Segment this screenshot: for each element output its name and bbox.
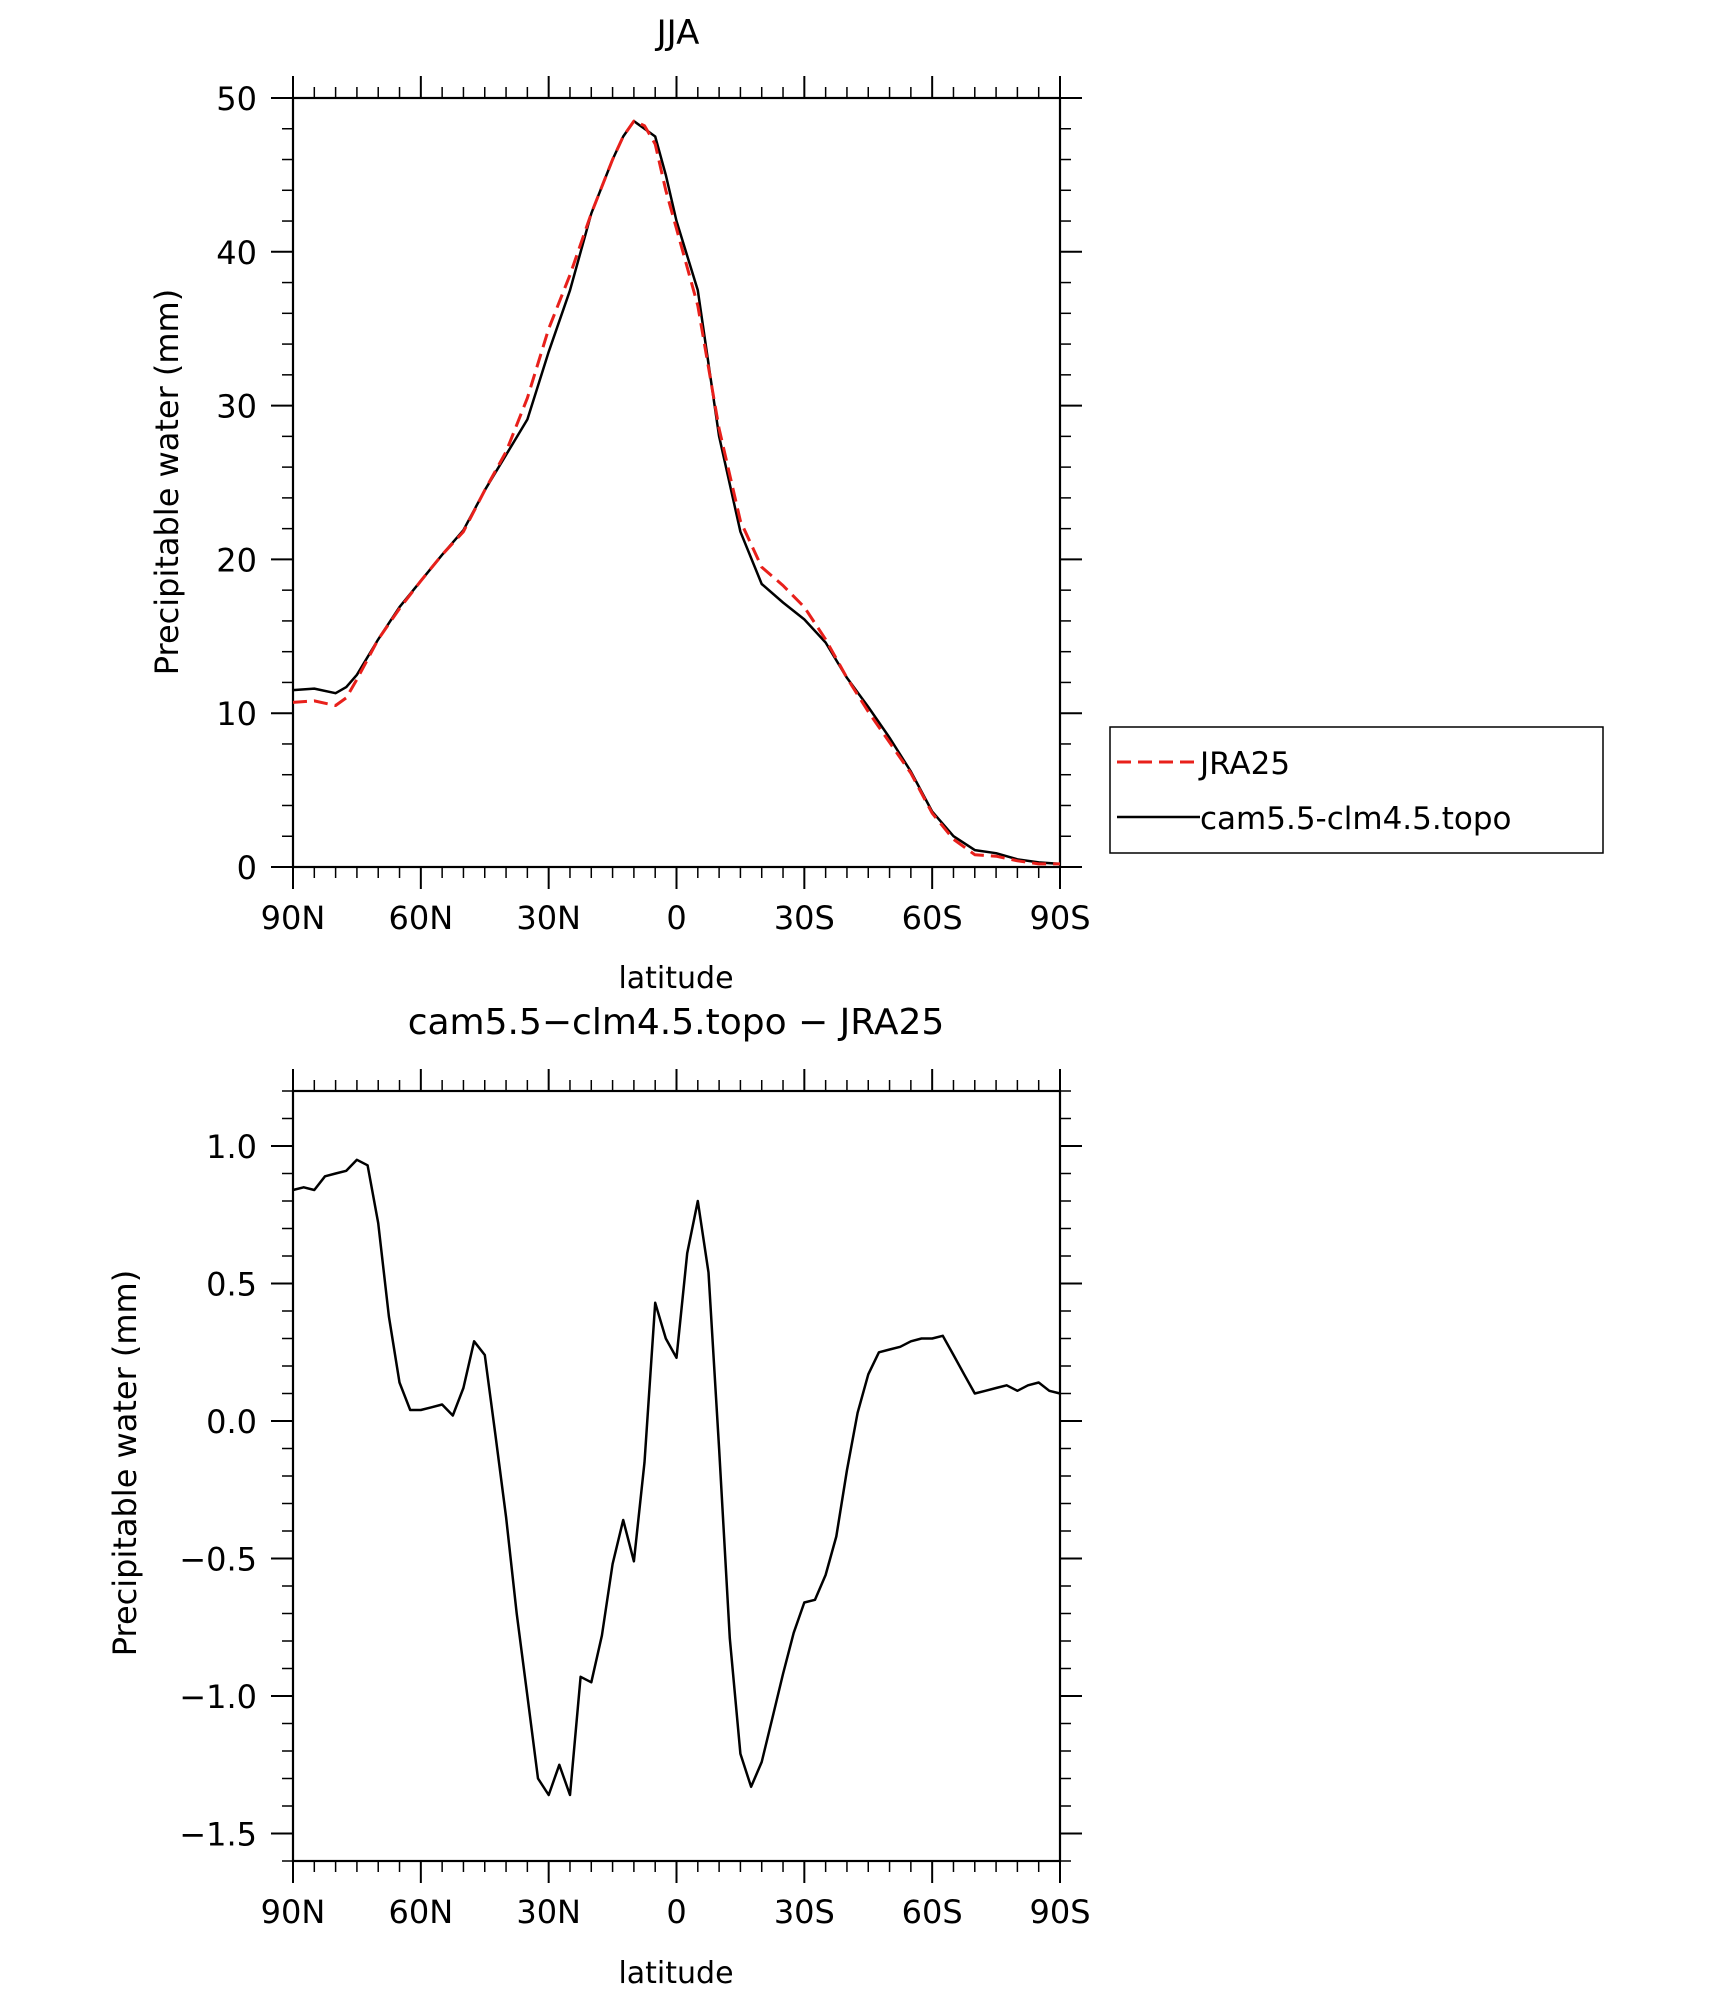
x-tick-label: 60N: [389, 899, 454, 937]
x-tick-label: 0: [666, 899, 686, 937]
y-tick-label: 20: [216, 541, 257, 579]
x-tick-label: 60S: [902, 1893, 963, 1931]
legend-box: [1109, 726, 1604, 854]
bottom-x-axis-label: latitude: [618, 1956, 733, 1991]
x-tick-label: 30S: [774, 899, 835, 937]
legend-label-cam: cam5.5-clm4.5.topo: [1200, 801, 1512, 837]
y-tick-label: 0.0: [206, 1403, 257, 1441]
y-tick-label: 50: [216, 80, 257, 118]
x-tick-label: 60S: [902, 899, 963, 937]
series-line-cam5-5-clm4-5-topo: [292, 119, 1061, 866]
y-tick-label: 0.5: [206, 1266, 257, 1304]
legend-label-jra25: JRA25: [1198, 746, 1290, 782]
y-tick-label: −0.5: [179, 1541, 257, 1579]
y-tick-label: 0: [237, 849, 257, 887]
x-tick-label: 30S: [774, 1893, 835, 1931]
difference-series-line: [292, 1158, 1061, 1797]
top-x-axis-label: latitude: [618, 961, 733, 996]
x-tick-label: 0: [666, 1893, 686, 1931]
bottom-panel-difference: cam5.5−clm4.5.topo − JRA25 90N 60N 30N 0 30S…: [106, 1002, 1091, 1991]
x-tick-label: 90N: [261, 1893, 326, 1931]
x-tick-label: 30N: [516, 899, 581, 937]
bottom-y-axis-label: Precipitable water (mm): [106, 1270, 144, 1656]
x-tick-label: 60N: [389, 1893, 454, 1931]
y-tick-label: 40: [216, 234, 257, 272]
bottom-plot-frame: [291, 1089, 1062, 1863]
series-line-jra25: [292, 119, 1060, 866]
top-y-axis-label: Precipitable water (mm): [148, 289, 186, 675]
top-panel-jja: JJA 90N 60N 30N 0 30S 60S 90S 0 10 20 30 40 50 latit…: [148, 13, 1604, 996]
y-tick-label: 10: [216, 695, 257, 733]
x-tick-label: 90S: [1029, 1893, 1090, 1931]
bottom-chart-title: cam5.5−clm4.5.topo − JRA25: [408, 1002, 945, 1043]
x-tick-label: 90S: [1029, 899, 1090, 937]
x-tick-label: 90N: [261, 899, 326, 937]
x-tick-label: 30N: [516, 1893, 581, 1931]
legend: JRA25 cam5.5-clm4.5.topo: [1109, 726, 1604, 854]
y-tick-label: −1.0: [179, 1678, 257, 1716]
top-chart-title: JJA: [655, 13, 700, 53]
top-plot-frame: [291, 96, 1062, 869]
y-tick-label: 1.0: [206, 1128, 257, 1166]
y-tick-label: 30: [216, 388, 257, 426]
y-tick-label: −1.5: [179, 1816, 257, 1854]
